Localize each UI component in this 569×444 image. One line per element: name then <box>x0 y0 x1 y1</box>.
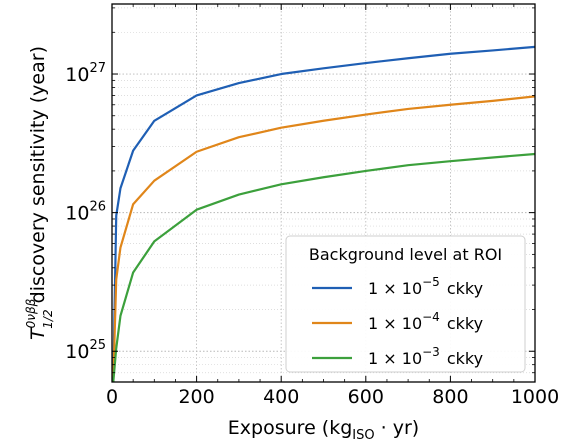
x-tick-label: 0 <box>106 386 118 408</box>
y-tick-label: 1025 <box>65 338 106 363</box>
legend-title: Background level at ROI <box>309 245 502 264</box>
legend-box <box>285 235 526 373</box>
x-tick-label: 600 <box>348 386 384 408</box>
legend-entry-1: 1 × 10−4 ckky <box>368 310 483 333</box>
series-line-1 <box>112 95 535 382</box>
x-tick-label: 200 <box>178 386 214 408</box>
axes-layer: 0 200 400 600 800 1000 1025 1026 1027 Exposure (k… <box>24 3 559 443</box>
y-tick-label: 1026 <box>65 200 106 225</box>
y-tick-label: 1027 <box>65 61 106 86</box>
legend-entry-0: 1 × 10−5 ckky <box>368 275 483 298</box>
series-line-2 <box>112 152 535 382</box>
legend-entry-2: 1 × 10−3 ckky <box>368 345 483 368</box>
series-layer <box>112 45 535 382</box>
x-axis-label: Exposure (kgISO · yr) <box>228 417 419 443</box>
y-axis-label: T0νββ 1/2 discovery sensitivity (year) <box>24 46 55 340</box>
series-line-0 <box>112 45 535 382</box>
x-tick-label: 1000 <box>511 386 559 408</box>
legend: Background level at ROI 1 × 10−5 ckky 1 × 1… <box>285 235 526 373</box>
x-tick-label: 800 <box>432 386 468 408</box>
x-tick-label: 400 <box>263 386 299 408</box>
